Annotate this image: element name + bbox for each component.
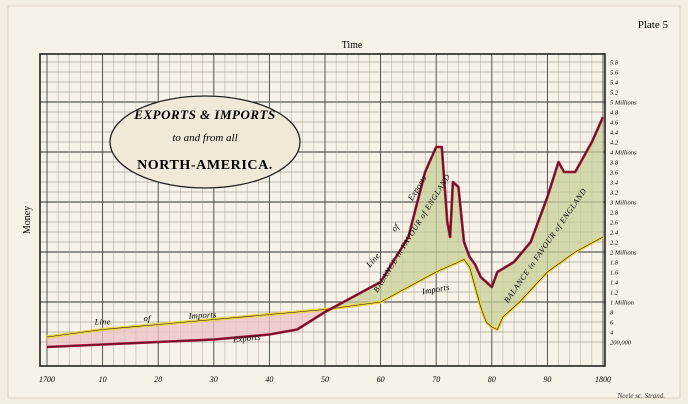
title-cartouche: EXPORTS & IMPORTS to and from all NORTH-…: [109, 95, 301, 189]
x-tick-label: 70: [432, 375, 440, 384]
tick-labels: 1700 10 20 30 40 50 60 70 80 90 1800 200,000 4 6 8 1 Mi…: [39, 60, 637, 385]
chart-title-line-3: NORTH-AMERICA.: [137, 158, 273, 173]
y-tick-label: 3.6: [609, 170, 619, 177]
line-label: Line: [94, 317, 111, 327]
x-axis-label: Time: [342, 40, 363, 51]
line-label: Exports: [231, 332, 261, 345]
x-tick-label: 10: [99, 375, 107, 384]
chart-title: EXPORTS & IMPORTS: [133, 107, 275, 122]
y-tick-label: 4.4: [610, 130, 619, 137]
series-line-ink-exports: [46, 116, 604, 348]
y-tick-label: 1.8: [610, 260, 619, 267]
y-tick-label: 2.2: [610, 240, 619, 247]
y-tick-label: 200,000: [610, 340, 632, 347]
series-lines: [46, 116, 605, 349]
y-axis-label: Money: [22, 206, 33, 234]
plot-frame: [39, 53, 606, 367]
plate-label: Plate 5: [638, 19, 669, 31]
y-tick-label: 2.8: [610, 210, 619, 217]
y-tick-label: 4: [610, 330, 614, 337]
y-tick-label: 4.2: [610, 140, 619, 147]
y-tick-label: 2 Millions: [610, 250, 637, 257]
y-tick-label: 5 Millions: [610, 100, 637, 107]
y-tick-label: 1.2: [610, 290, 619, 297]
balance-area-imports: [47, 308, 332, 347]
x-tick-label: 60: [377, 375, 385, 384]
y-tick-label: 3.4: [609, 180, 619, 187]
x-tick-label: 50: [321, 375, 329, 384]
y-tick-label: 5.2: [610, 90, 619, 97]
line-label: of: [144, 313, 152, 323]
x-tick-label: 1800: [595, 375, 611, 384]
y-tick-label: 5.6: [610, 70, 619, 77]
y-tick-label: 2.4: [610, 230, 619, 237]
y-tick-label: 3.8: [609, 160, 619, 167]
series-line-ink-imports: [46, 236, 604, 338]
y-tick-label: 5.4: [610, 80, 619, 87]
y-tick-label: 4.8: [610, 110, 619, 117]
y-tick-label: 1.6: [610, 270, 619, 277]
x-tick-label: 20: [154, 375, 162, 384]
area-fills: [47, 117, 603, 347]
y-tick-label: 5.8: [610, 60, 619, 67]
y-tick-label: 4.6: [610, 120, 619, 127]
x-tick-label: 1700: [39, 375, 55, 384]
y-tick-label: 3 Millions: [609, 200, 637, 207]
x-tick-label: 30: [209, 375, 218, 384]
y-tick-label: 4 Millions: [610, 150, 637, 157]
engraver-credit: Neele sc. Strand.: [617, 392, 666, 400]
y-tick-label: 1 Million: [610, 300, 634, 307]
x-tick-label: 40: [265, 375, 273, 384]
y-tick-label: 8: [610, 310, 614, 317]
y-tick-label: 6: [610, 320, 614, 327]
y-tick-label: 1.4: [610, 280, 619, 287]
chart-title-line-2: to and from all: [172, 132, 237, 144]
x-tick-label: 90: [543, 375, 551, 384]
balance-area-exports: [331, 117, 603, 330]
x-tick-label: 80: [488, 375, 496, 384]
y-tick-label: 2.6: [610, 220, 619, 227]
y-tick-label: 3.2: [609, 190, 619, 197]
line-label: Imports: [187, 309, 217, 321]
